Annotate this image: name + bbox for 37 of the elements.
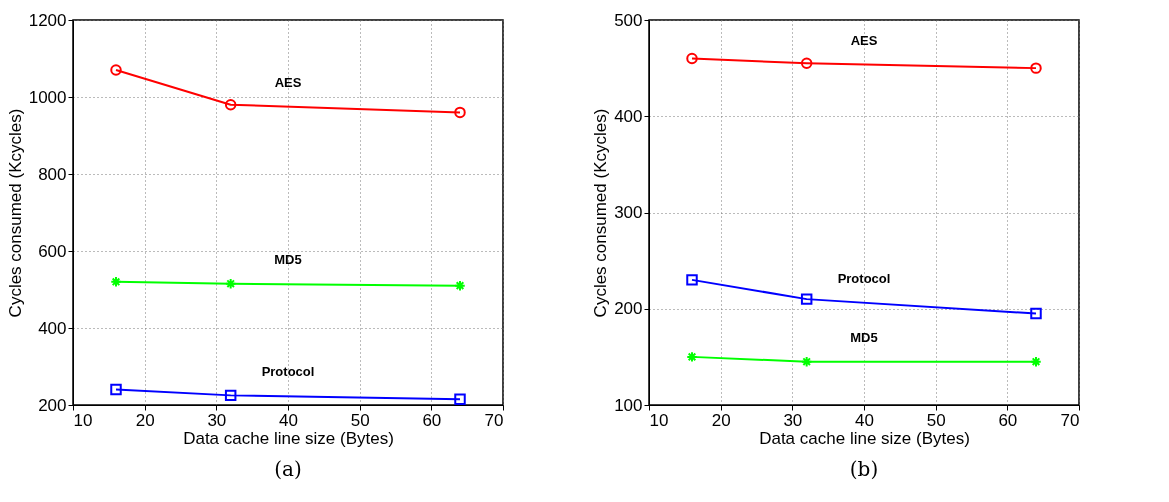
series-label: MD5 — [850, 329, 878, 345]
x-axis-title: Data cache line size (Bytes) — [759, 428, 970, 448]
x-tick-label: 50 — [926, 410, 946, 430]
y-tick-label: 400 — [38, 318, 67, 338]
series-label: Protocol — [837, 270, 891, 286]
series-label: AES — [850, 32, 878, 48]
y-tick-label: 300 — [614, 203, 643, 222]
x-tick-label: 70 — [484, 410, 504, 430]
x-tick-label: 40 — [855, 410, 874, 430]
y-tick-label: 600 — [38, 241, 67, 261]
x-tick-label: 40 — [279, 410, 298, 430]
x-tick-label: 50 — [350, 410, 370, 430]
series-label: MD5 — [274, 252, 302, 268]
x-tick-label: 30 — [207, 410, 227, 430]
y-tick-label: 800 — [38, 164, 67, 184]
x-tick-label: 60 — [998, 410, 1018, 430]
y-axis-title: Cycles consumed (Kcycles) — [591, 108, 611, 318]
y-tick-label: 500 — [614, 10, 643, 30]
x-tick-label: 10 — [73, 410, 93, 430]
y-tick-label: 200 — [614, 299, 643, 319]
text: (b) — [849, 457, 879, 481]
x-tick-label: 60 — [422, 410, 442, 430]
y-tick-label: 1000 — [28, 87, 67, 107]
y-tick-label: 1200 — [28, 10, 67, 30]
y-tick-label: 400 — [614, 106, 643, 126]
series-label: Protocol — [261, 364, 315, 380]
x-tick-label: 20 — [135, 410, 155, 430]
y-tick-label: 200 — [38, 395, 67, 415]
x-tick-label: 20 — [711, 410, 731, 430]
x-axis-title: Data cache line size (Bytes) — [183, 428, 394, 448]
x-tick-label: 30 — [783, 410, 803, 430]
y-tick-label: 100 — [614, 395, 643, 415]
text: (a) — [274, 457, 302, 481]
x-tick-label: 70 — [1060, 410, 1080, 430]
series-label: AES — [274, 74, 302, 90]
x-tick-label: 10 — [649, 410, 669, 430]
y-axis-title: Cycles consumed (Kcycles) — [5, 108, 25, 318]
